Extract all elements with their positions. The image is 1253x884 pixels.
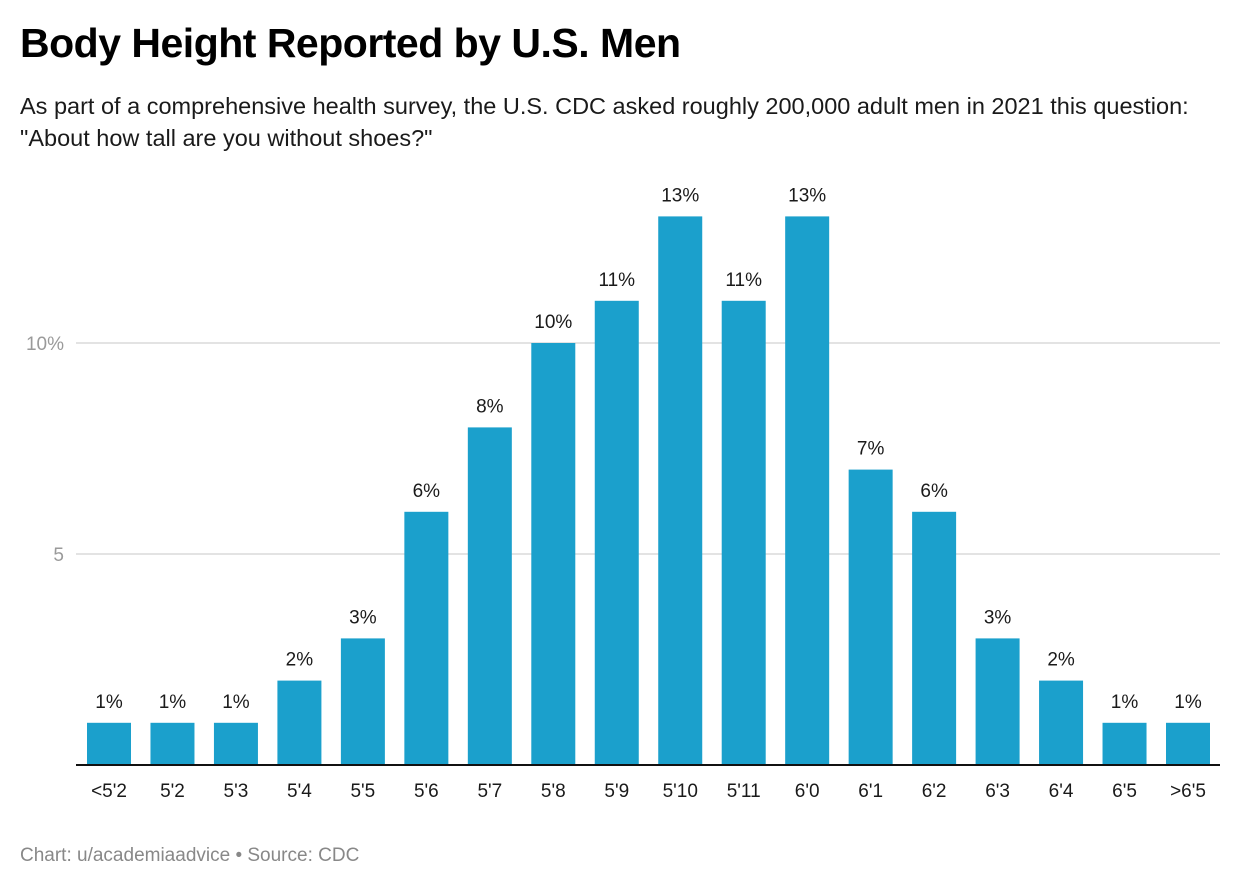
x-tick-label: 5'3 (224, 781, 249, 802)
bar (658, 216, 703, 765)
bar (531, 343, 576, 765)
bar (848, 469, 893, 765)
bar-value-label: 1% (159, 692, 187, 713)
chart-title: Body Height Reported by U.S. Men (20, 20, 681, 66)
bar (912, 511, 957, 765)
y-tick-label: 10% (26, 334, 64, 355)
bar-value-label: 8% (476, 396, 504, 417)
bar-value-label: 1% (1174, 692, 1202, 713)
bar-value-label: 3% (984, 607, 1012, 628)
bar-value-label: 13% (788, 185, 826, 206)
bar-value-label: 1% (222, 692, 250, 713)
x-tick-label: 5'2 (160, 781, 185, 802)
bar-value-label: 2% (1047, 650, 1075, 671)
bar-value-label: 6% (920, 481, 948, 502)
x-tick-label: 6'4 (1049, 781, 1074, 802)
bar-value-label: 11% (598, 270, 635, 291)
bar-value-label: 13% (661, 185, 699, 206)
bar-value-label: 10% (534, 312, 572, 333)
bar (467, 427, 512, 765)
chart-source-credit: Chart: u/academiaadvice • Source: CDC (20, 845, 360, 866)
bar (340, 638, 385, 765)
x-tick-label: 5'5 (350, 781, 375, 802)
x-tick-label: 5'9 (604, 781, 629, 802)
bars (87, 216, 1210, 765)
bar (150, 722, 195, 765)
bar (1166, 722, 1210, 765)
chart-subtitle: As part of a comprehensive health survey… (20, 93, 1189, 151)
x-tick-label: 6'3 (985, 781, 1010, 802)
bar-value-label: 11% (725, 270, 762, 291)
bar (975, 638, 1020, 765)
bar-value-label: 7% (857, 439, 885, 460)
bar-value-label: 2% (286, 650, 314, 671)
x-tick-label: 5'10 (663, 781, 698, 802)
bar-value-label: 6% (413, 481, 441, 502)
x-axis-ticks: <5'2 5'2 5'3 5'4 5'5 5'6 5'7 5'8 5'9 5'10 5'11 6'0 6… (91, 781, 1206, 802)
y-tick-label: 5 (53, 545, 64, 566)
y-axis-ticks: 5 10% (26, 334, 64, 566)
x-tick-label: 5'8 (541, 781, 566, 802)
bar-value-label: 1% (1111, 692, 1139, 713)
bar (785, 216, 830, 765)
x-tick-label: >6'5 (1170, 781, 1206, 802)
x-tick-label: 6'0 (795, 781, 820, 802)
x-tick-label: 5'4 (287, 781, 312, 802)
bar (213, 722, 258, 765)
bar-value-label: 3% (349, 607, 377, 628)
bar (1039, 680, 1084, 765)
gridlines (76, 342, 1220, 555)
bar (87, 722, 131, 765)
x-tick-label: 5'7 (477, 781, 502, 802)
bar (1102, 722, 1147, 765)
x-tick-label: 6'2 (922, 781, 947, 802)
bar (404, 511, 449, 765)
bar (277, 680, 322, 765)
bar-value-label: 1% (95, 692, 123, 713)
value-labels: 1% 1% 1% 2% 3% 6% 8% 10% 11% 13% 11% 13% 7% 6% 3% 2% 1% 1… (95, 185, 1202, 712)
x-tick-label: 6'5 (1112, 781, 1137, 802)
x-tick-label: 6'1 (858, 781, 883, 802)
bar (594, 300, 639, 765)
x-tick-label: 5'6 (414, 781, 439, 802)
x-tick-label: <5'2 (91, 781, 127, 802)
x-tick-label: 5'11 (727, 781, 761, 802)
bar (721, 300, 766, 765)
